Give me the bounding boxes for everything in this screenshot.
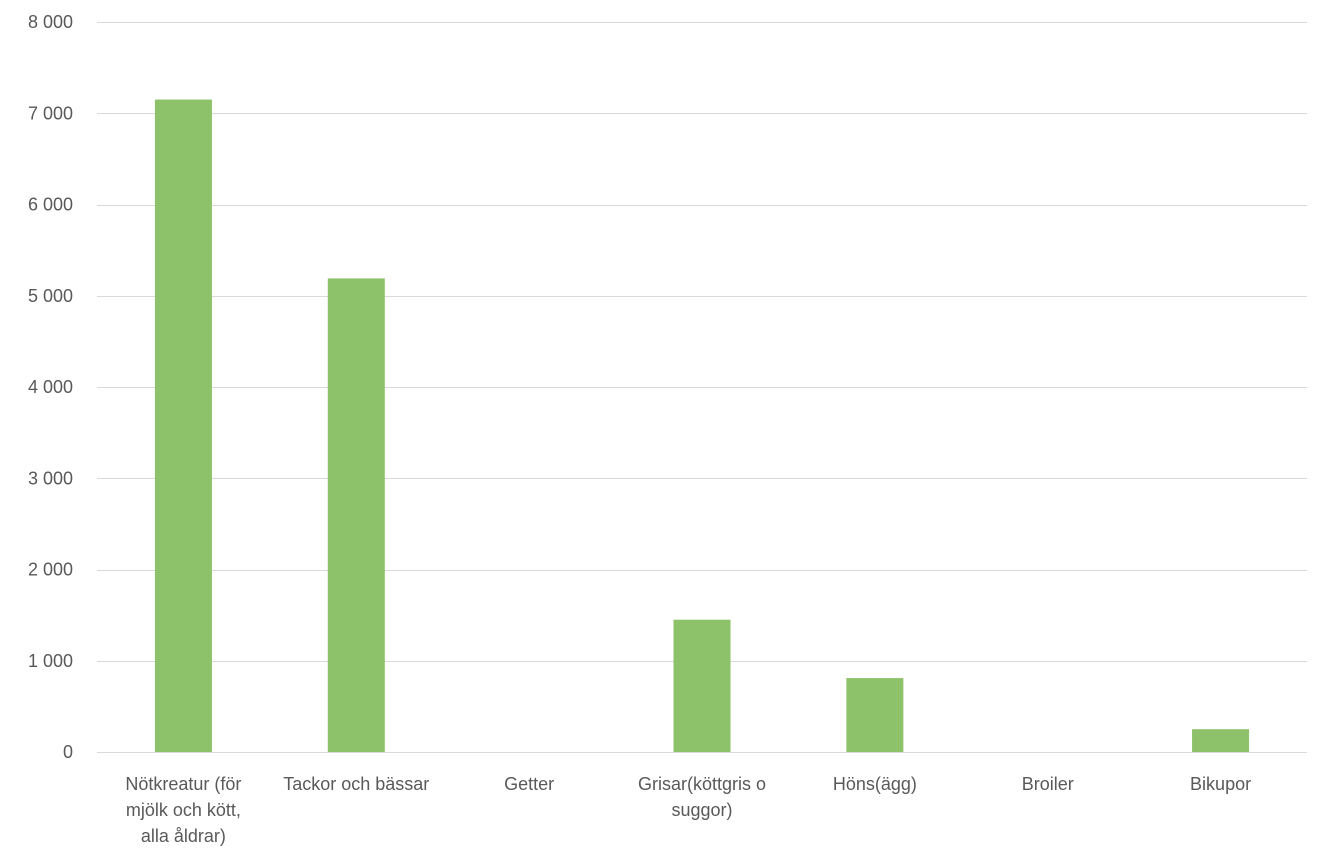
x-category-label: Getter — [504, 774, 554, 794]
x-category-label: Nötkreatur (för mjölk och kött, alla åldra… — [125, 774, 241, 846]
y-tick-label: 7 000 — [28, 103, 73, 123]
y-tick-label: 6 000 — [28, 195, 73, 215]
bar — [1192, 729, 1250, 752]
x-category-label: Broiler — [1022, 774, 1074, 794]
x-category-label: Höns(ägg) — [833, 774, 917, 794]
y-tick-label: 3 000 — [28, 468, 73, 488]
bars — [154, 99, 1250, 752]
y-axis-tick-labels: 0 1 000 2 000 3 000 4 000 5 000 6 000 7 000 8 00… — [28, 12, 73, 762]
x-category-label: Tackor och bässar — [283, 774, 429, 794]
y-tick-label: 2 000 — [28, 560, 73, 580]
y-tick-label: 5 000 — [28, 286, 73, 306]
x-axis-category-labels: Nötkreatur (för mjölk och kött, alla åldra… — [125, 774, 1251, 846]
x-category-label: Bikupor — [1190, 774, 1251, 794]
gridlines — [97, 22, 1307, 753]
bar — [154, 99, 212, 752]
y-tick-label: 1 000 — [28, 651, 73, 671]
bar — [327, 278, 385, 752]
y-tick-label: 8 000 — [28, 12, 73, 32]
y-tick-label: 0 — [63, 742, 73, 762]
x-category-label: Grisar(köttgris o suggor) — [638, 774, 766, 820]
bar — [673, 619, 731, 752]
bar — [846, 678, 904, 752]
y-tick-label: 4 000 — [28, 377, 73, 397]
